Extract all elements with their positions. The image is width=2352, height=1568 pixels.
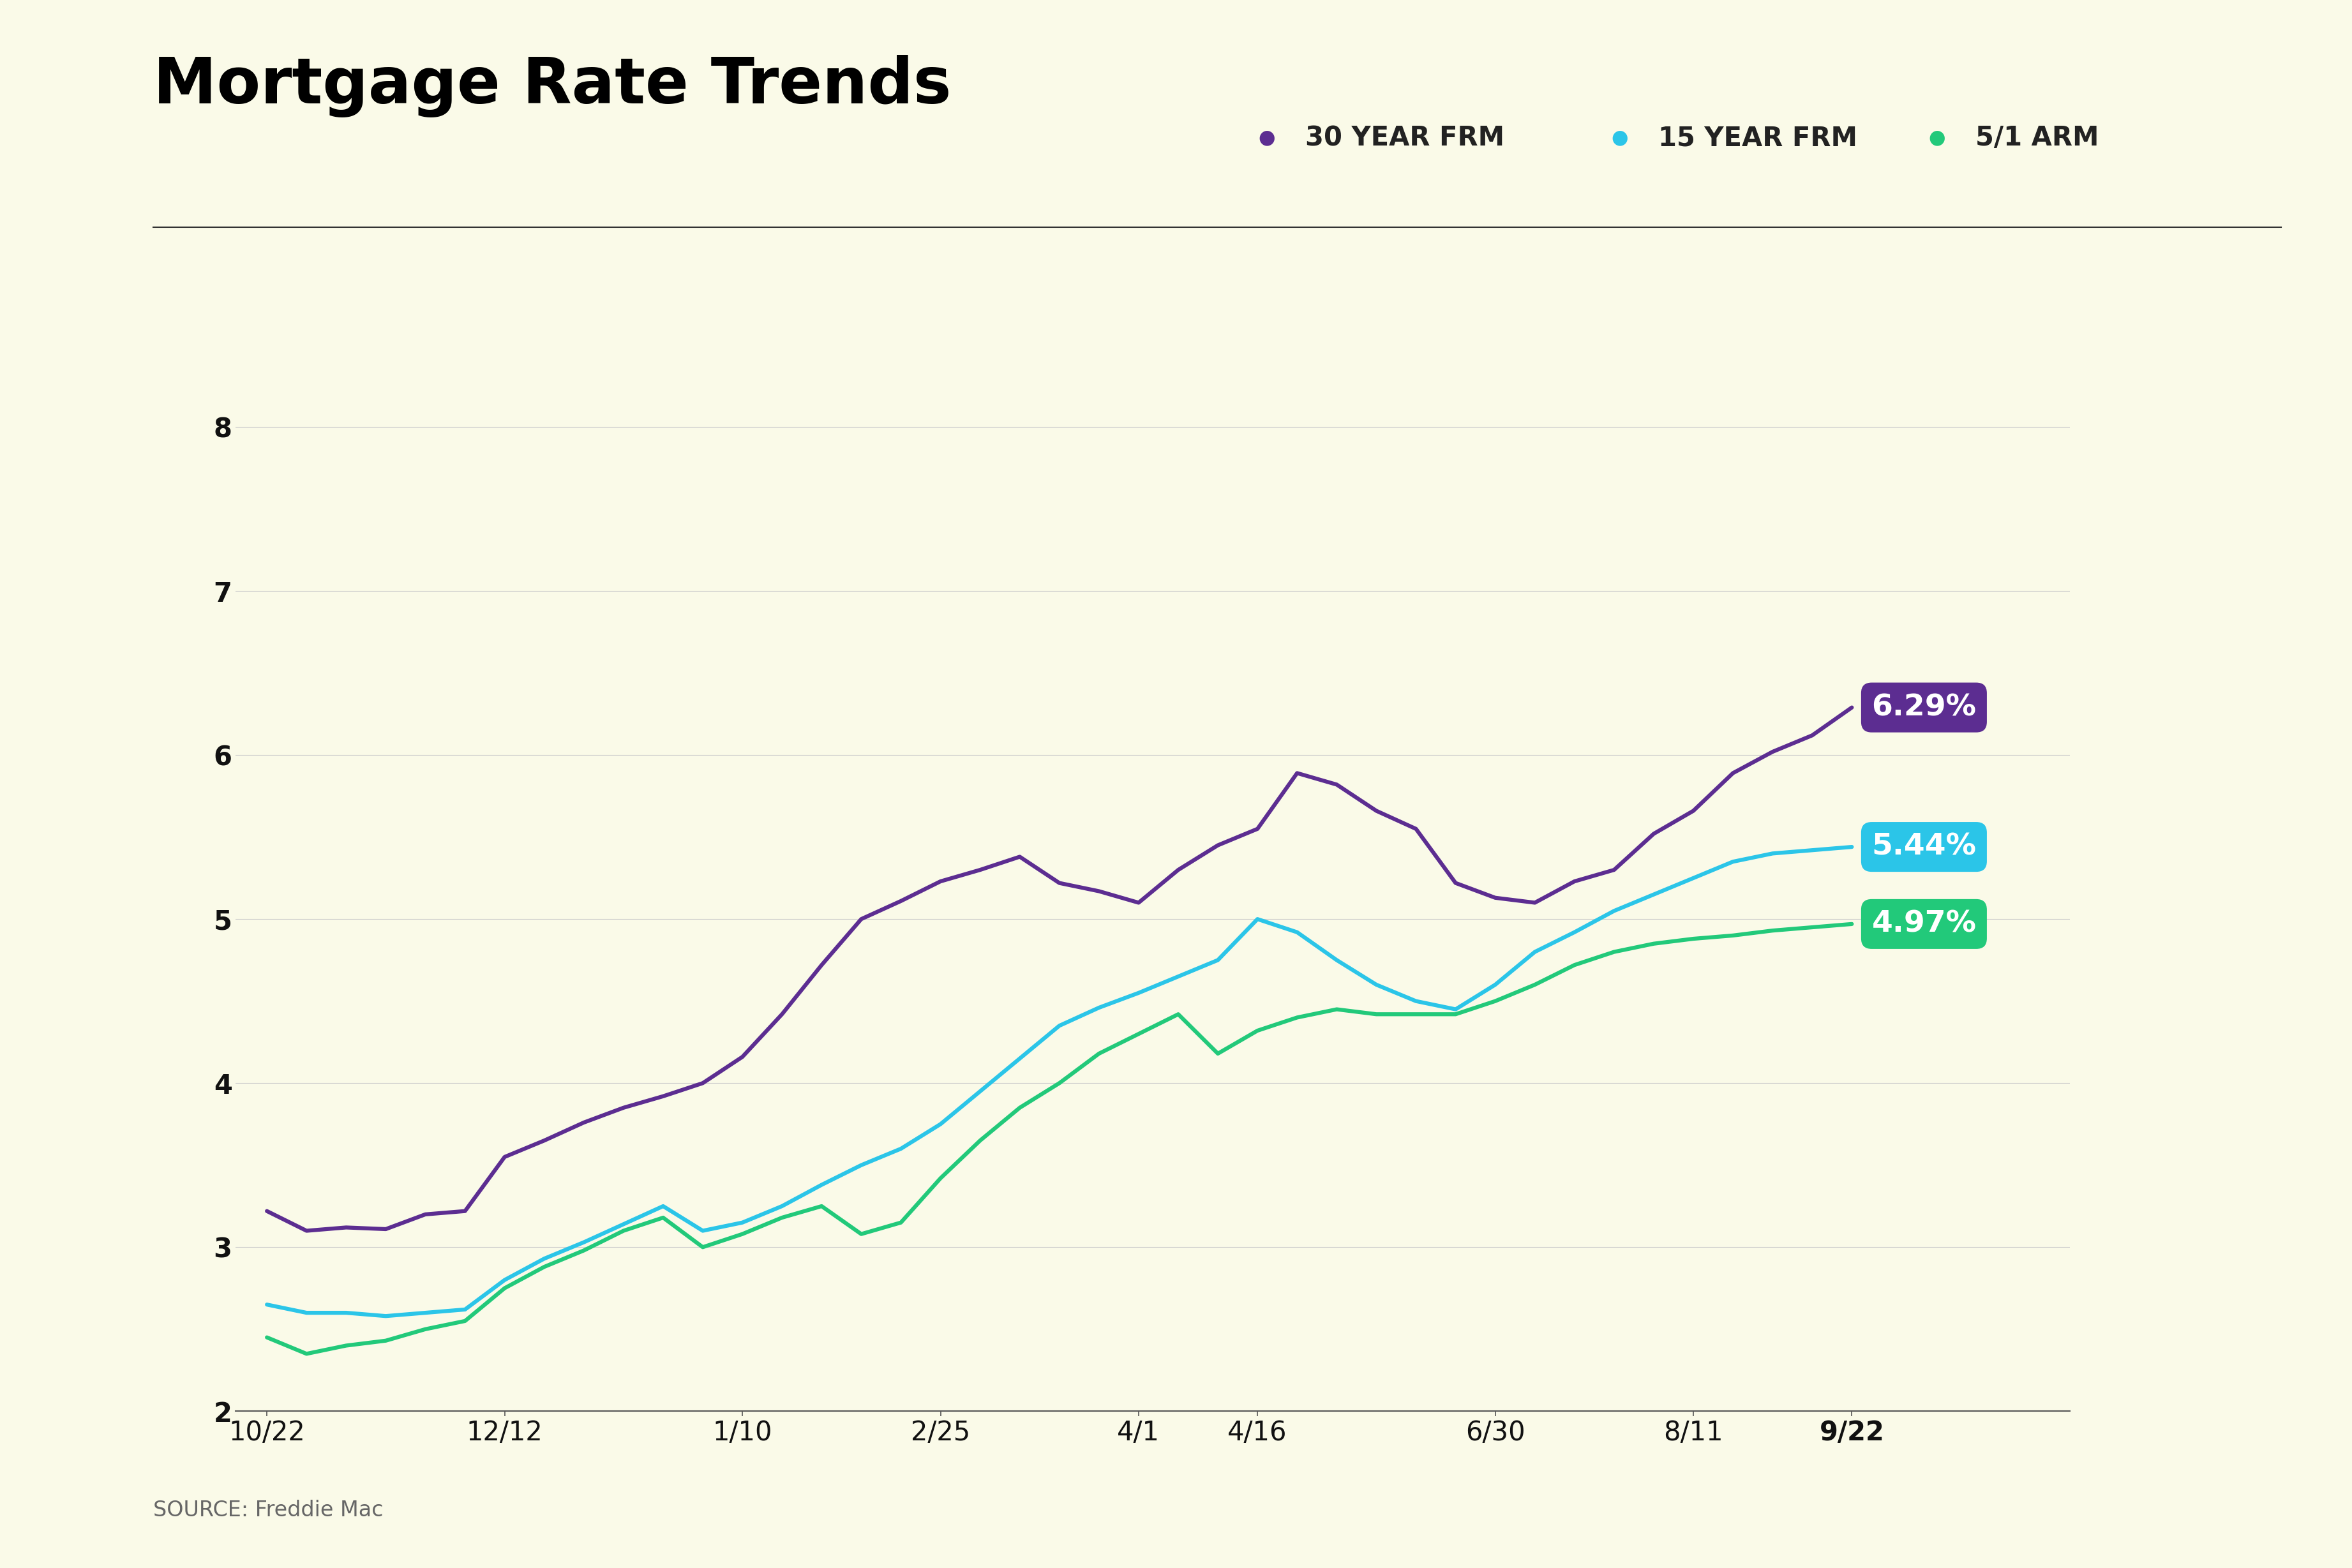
Text: 4.97%: 4.97% (1872, 909, 1976, 938)
Text: 5/1 ARM: 5/1 ARM (1976, 124, 2100, 152)
Text: ●: ● (1258, 129, 1275, 147)
Text: 6.29%: 6.29% (1872, 693, 1976, 721)
Text: Mortgage Rate Trends: Mortgage Rate Trends (153, 55, 950, 118)
Text: 5.44%: 5.44% (1872, 833, 1976, 861)
Text: ●: ● (1929, 129, 1945, 147)
Text: ●: ● (1611, 129, 1628, 147)
Text: 30 YEAR FRM: 30 YEAR FRM (1305, 124, 1505, 152)
Text: SOURCE: Freddie Mac: SOURCE: Freddie Mac (153, 1501, 383, 1521)
Text: 15 YEAR FRM: 15 YEAR FRM (1658, 124, 1858, 152)
